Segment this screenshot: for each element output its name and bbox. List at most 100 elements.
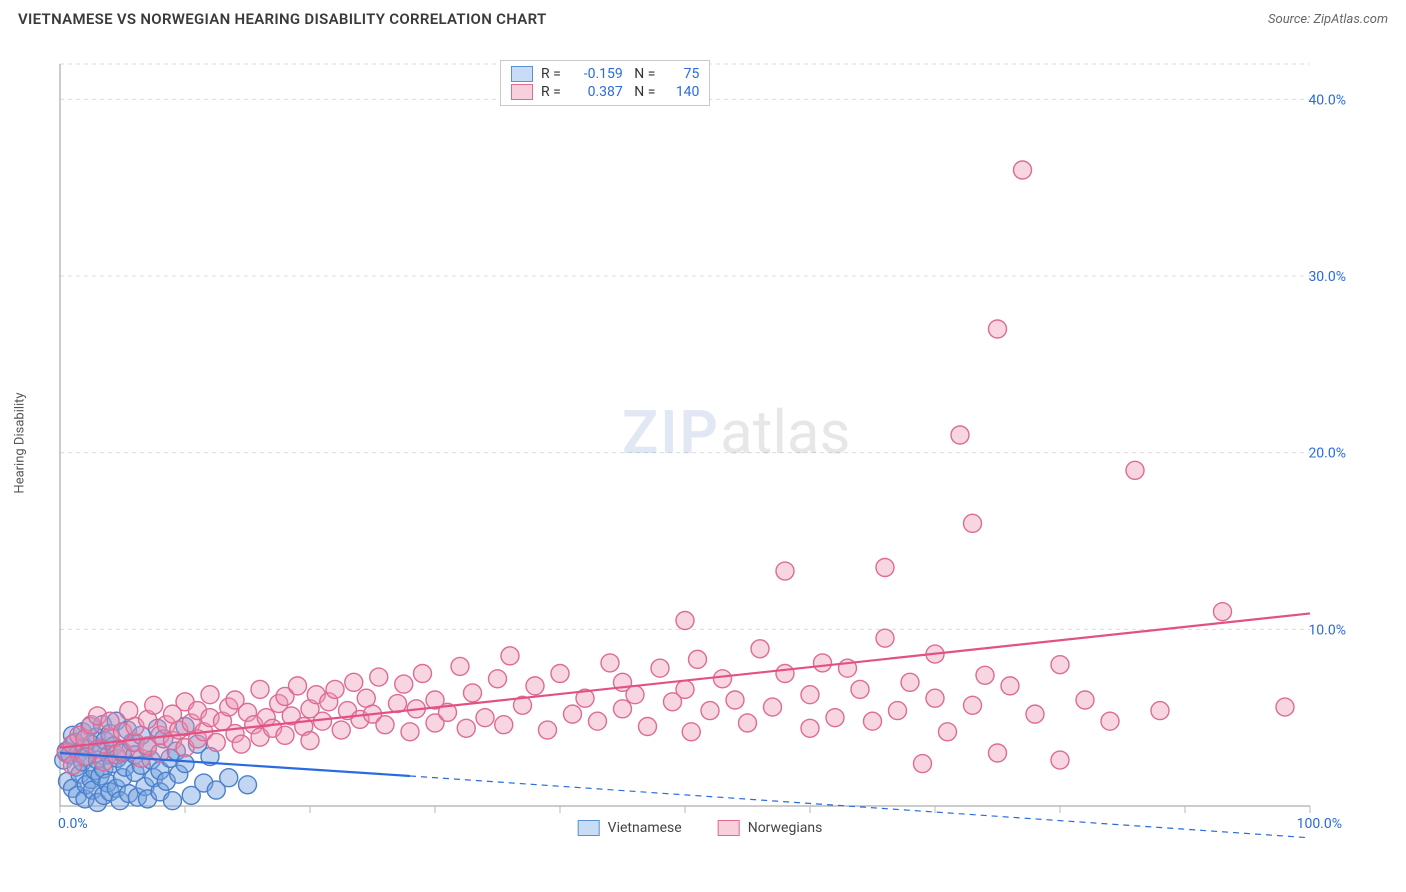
data-point — [326, 680, 344, 698]
chart-source: Source: ZipAtlas.com — [1268, 12, 1388, 27]
svg-text:10.0%: 10.0% — [1308, 622, 1346, 638]
data-point — [1051, 656, 1069, 674]
legend-swatch — [718, 820, 740, 836]
data-point — [989, 320, 1007, 338]
trend-line-extrapolated — [410, 776, 1310, 838]
data-point — [876, 559, 894, 577]
data-point — [251, 680, 269, 698]
r-value: 0.387 — [569, 84, 623, 100]
data-point — [764, 698, 782, 716]
n-value: 140 — [663, 84, 699, 100]
data-point — [826, 709, 844, 727]
data-point — [801, 686, 819, 704]
legend-swatch — [511, 66, 533, 82]
data-point — [614, 700, 632, 718]
data-point — [495, 716, 513, 734]
data-point — [1151, 702, 1169, 720]
data-point — [332, 721, 350, 739]
data-point — [526, 677, 544, 695]
data-point — [864, 712, 882, 730]
data-point — [751, 640, 769, 658]
r-value: -0.159 — [569, 66, 623, 82]
svg-text:0.0%: 0.0% — [58, 816, 88, 832]
legend-item: Norwegians — [718, 820, 823, 836]
data-point — [601, 654, 619, 672]
data-point — [301, 732, 319, 750]
data-point — [801, 719, 819, 737]
legend-label: Norwegians — [748, 820, 823, 836]
data-point — [901, 673, 919, 691]
data-point — [1001, 677, 1019, 695]
data-point — [651, 659, 669, 677]
legend-item: Vietnamese — [578, 820, 682, 836]
data-point — [676, 612, 694, 630]
data-point — [726, 691, 744, 709]
data-point — [939, 723, 957, 741]
data-point — [739, 714, 757, 732]
stats-legend-row: R =0.387 N =140 — [511, 83, 699, 101]
data-point — [564, 705, 582, 723]
data-point — [457, 719, 475, 737]
n-label: N = — [631, 84, 656, 100]
stats-legend: R = -0.159 N = 75R = 0.387 N = 140 — [500, 60, 710, 106]
legend-label: Vietnamese — [608, 820, 682, 836]
data-point — [926, 689, 944, 707]
data-point — [501, 647, 519, 665]
n-label: N = — [631, 66, 656, 82]
data-point — [145, 696, 163, 714]
data-point — [164, 792, 182, 810]
data-point — [1214, 603, 1232, 621]
data-point — [370, 668, 388, 686]
r-label: R = — [541, 66, 561, 82]
data-point — [989, 744, 1007, 762]
data-point — [232, 735, 250, 753]
svg-text:20.0%: 20.0% — [1308, 446, 1346, 462]
legend-swatch — [511, 84, 533, 100]
data-point — [1076, 691, 1094, 709]
data-point — [682, 723, 700, 741]
data-point — [951, 426, 969, 444]
data-point — [814, 654, 832, 672]
data-point — [1126, 461, 1144, 479]
data-point — [220, 769, 238, 787]
data-point — [776, 562, 794, 580]
data-point — [964, 514, 982, 532]
data-point — [464, 684, 482, 702]
data-point — [1051, 751, 1069, 769]
data-point — [489, 670, 507, 688]
data-point — [289, 677, 307, 695]
data-point — [207, 733, 225, 751]
data-point — [639, 718, 657, 736]
data-point — [976, 666, 994, 684]
data-point — [551, 665, 569, 683]
bottom-legend: Vietnamese Norwegians — [578, 820, 823, 836]
n-value: 75 — [663, 66, 699, 82]
data-point — [876, 629, 894, 647]
chart-title: VIETNAMESE VS NORWEGIAN HEARING DISABILI… — [18, 10, 547, 28]
svg-text:100.0%: 100.0% — [1297, 816, 1342, 832]
data-point — [714, 670, 732, 688]
data-point — [589, 712, 607, 730]
data-point — [851, 680, 869, 698]
data-point — [1026, 705, 1044, 723]
stats-legend-row: R = -0.159 N = 75 — [511, 65, 699, 83]
data-point — [964, 696, 982, 714]
data-point — [345, 673, 363, 691]
svg-text:40.0%: 40.0% — [1308, 92, 1346, 108]
data-point — [1276, 698, 1294, 716]
data-point — [201, 686, 219, 704]
data-point — [395, 675, 413, 693]
scatter-chart: 10.0% 20.0% 30.0% 40.0% 0.0% 100.0% — [50, 48, 1350, 838]
data-point — [239, 776, 257, 794]
data-point — [451, 657, 469, 675]
data-point — [914, 755, 932, 773]
data-point — [476, 709, 494, 727]
data-point — [889, 702, 907, 720]
data-point — [376, 716, 394, 734]
legend-swatch — [578, 820, 600, 836]
y-axis-label: Hearing Disability — [13, 392, 28, 493]
data-point — [414, 665, 432, 683]
data-point — [276, 726, 294, 744]
data-point — [626, 686, 644, 704]
svg-text:30.0%: 30.0% — [1308, 269, 1346, 285]
